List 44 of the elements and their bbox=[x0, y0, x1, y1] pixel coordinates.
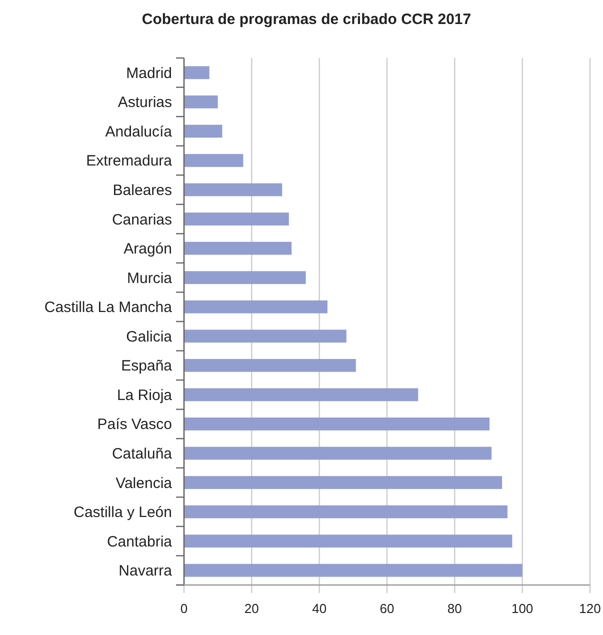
y-tick-label: Canarias bbox=[112, 211, 172, 228]
bar bbox=[184, 300, 328, 314]
x-tick-label: 80 bbox=[447, 601, 462, 616]
bar bbox=[184, 505, 508, 518]
bar bbox=[184, 183, 282, 196]
x-tick-label: 20 bbox=[244, 601, 259, 616]
bar bbox=[184, 476, 502, 489]
x-tick-label: 0 bbox=[180, 601, 188, 616]
bar bbox=[184, 388, 418, 402]
y-tick-label: Navarra bbox=[118, 562, 173, 580]
y-tick-label: Baleares bbox=[112, 182, 172, 199]
bar bbox=[184, 242, 292, 255]
y-tick-label: Cantabria bbox=[106, 533, 173, 550]
y-tick-label: Cataluña bbox=[112, 446, 173, 462]
bar bbox=[184, 358, 356, 372]
y-tick-label: La Rioja bbox=[116, 386, 173, 404]
x-tick-label: 60 bbox=[380, 601, 394, 616]
bar bbox=[184, 564, 522, 577]
bar bbox=[184, 95, 218, 108]
y-tick-label: España bbox=[121, 358, 173, 375]
bar bbox=[184, 418, 490, 430]
y-tick-label: Aragón bbox=[124, 240, 172, 258]
y-tick-label: País Vasco bbox=[97, 416, 172, 434]
x-tick-label: 120 bbox=[579, 601, 601, 616]
bar bbox=[184, 212, 289, 226]
bar bbox=[184, 154, 244, 167]
y-tick-label: Andalucía bbox=[105, 123, 173, 140]
y-tick-label: Castilla La Mancha bbox=[44, 299, 173, 316]
x-tick-label: 100 bbox=[511, 601, 534, 616]
bar bbox=[184, 446, 492, 460]
y-tick-label: Asturias bbox=[118, 94, 172, 112]
bar bbox=[184, 66, 210, 80]
x-tick-label: 40 bbox=[312, 601, 327, 616]
chart-title: Cobertura de programas de cribado CCR 2017 bbox=[142, 11, 472, 28]
y-tick-label: Extremadura bbox=[86, 152, 173, 170]
bar bbox=[184, 330, 346, 343]
bar bbox=[184, 124, 222, 138]
bar bbox=[184, 271, 306, 284]
y-tick-label: Murcia bbox=[126, 270, 173, 287]
y-tick-label: Valencia bbox=[116, 474, 173, 492]
y-tick-label: Castilla y León bbox=[74, 504, 172, 522]
y-tick-label: Madrid bbox=[126, 64, 172, 82]
bar bbox=[184, 534, 512, 548]
y-tick-label: Galicia bbox=[126, 328, 173, 346]
